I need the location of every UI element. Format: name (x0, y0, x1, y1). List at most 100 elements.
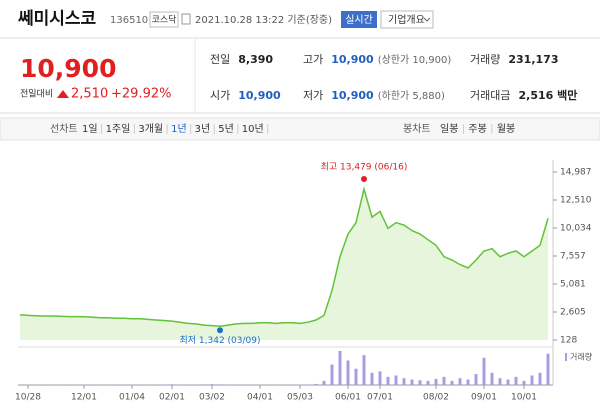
stat-label: 시가 (210, 89, 230, 102)
stat-label: 저가 (303, 89, 323, 102)
y-tick-label: 14,987 (560, 168, 592, 178)
price-line (19, 186, 549, 328)
low-marker (217, 327, 223, 334)
volume-bar (354, 368, 358, 385)
volume-bar (130, 384, 134, 385)
stat-value: 2,516 백만 (518, 88, 577, 102)
x-tick-label: 03/02 (199, 393, 225, 403)
company-button[interactable] (380, 10, 434, 29)
volume-bar (546, 353, 550, 385)
tab-label: 봉차트 (403, 123, 431, 135)
up-arrow (57, 90, 69, 98)
stat-label: 거래량 (470, 53, 500, 66)
stat-note: (상한가 10,900) (378, 54, 452, 66)
period-tab[interactable]: 1일 (82, 123, 98, 135)
candle-tab[interactable]: 월봉 (497, 123, 515, 135)
volume-bar (386, 376, 390, 385)
x-tick-label: 08/02 (423, 393, 449, 403)
y-tick-label: 2,605 (560, 307, 586, 317)
x-tick-label: 01/04 (119, 393, 145, 403)
tab-label: 선차트 (50, 123, 78, 135)
volume-bar (522, 380, 526, 385)
stat-value: 10,900 (238, 89, 281, 102)
stat-value: 8,390 (238, 53, 273, 66)
period-tab[interactable]: 1주일 (106, 123, 131, 135)
volume-bar (442, 376, 446, 385)
change: 2,510 (71, 87, 108, 102)
x-tick-label: 02/01 (159, 393, 185, 403)
change-pct: +29.92% (111, 87, 171, 102)
x-tick-label: 10/01 (511, 393, 537, 403)
volume-bar (410, 379, 414, 385)
x-tick-label: 04/01 (247, 393, 273, 403)
icon (181, 13, 191, 25)
period-tab[interactable]: 10년 (242, 123, 264, 135)
candle-tab[interactable]: 일봉 (440, 123, 458, 135)
market: 코스닥 (152, 15, 177, 26)
volume-bar (482, 357, 486, 385)
stock-name: 쎄미시스코 (18, 9, 97, 29)
stock-code: 136510 (110, 15, 148, 26)
volume-bar (322, 380, 326, 385)
volume-bar (538, 372, 542, 385)
volume-bar (346, 360, 350, 385)
volume-label: 거래량 (570, 352, 593, 362)
volume-bar (170, 384, 174, 385)
stat-label: 전일 (210, 52, 230, 66)
company-info[interactable]: 기업개요 (388, 13, 425, 26)
y-tick-label: 10,034 (560, 224, 592, 234)
high-label: 최고 13,479 (06/16) (321, 162, 408, 173)
stat-value: 10,900 (331, 89, 374, 102)
volume-bar (378, 371, 382, 385)
y-tick-label: 7,557 (560, 252, 586, 262)
x-tick-label: 07/01 (367, 393, 393, 403)
volume-bar (210, 384, 214, 385)
volume-bar (506, 379, 510, 385)
x-tick-label: 12/01 (71, 393, 97, 403)
volume-bar (530, 375, 534, 385)
datetime: 2021.10.28 13:22 기준(장중) (195, 14, 332, 26)
market-badge (149, 11, 179, 28)
x-tick-label: 05/03 (287, 393, 313, 403)
volume-legend-swatch (565, 353, 567, 361)
period-tab[interactable]: 1년 (171, 123, 187, 135)
x-tick-label: 10/28 (15, 393, 41, 403)
volume-bar (362, 355, 366, 385)
volume-bar (498, 378, 502, 385)
volume-bar (426, 380, 430, 385)
volume-bar (450, 380, 454, 385)
period-tab[interactable]: 5년 (218, 123, 234, 135)
change-label: 전일대비 (20, 89, 53, 100)
volume-bar (330, 364, 334, 385)
volume-bar (306, 384, 310, 385)
y-tick-label: 5,081 (560, 280, 586, 290)
realtime-button[interactable] (341, 11, 377, 28)
volume-bar (466, 379, 470, 385)
volume-bar (178, 384, 182, 385)
volume-bar (338, 351, 342, 385)
volume-bar (370, 372, 374, 385)
price-area (20, 189, 548, 340)
stat-value: 231,173 (508, 53, 558, 66)
y-tick-label: 12,510 (560, 196, 592, 206)
volume-bar (490, 372, 494, 385)
period-tab[interactable]: 3개월 (138, 123, 163, 135)
stat-label: 고가 (303, 53, 323, 66)
volume-bar (82, 384, 86, 385)
candle-tab[interactable]: 주봉 (468, 123, 486, 135)
volume-bar (394, 375, 398, 385)
volume-bar (202, 384, 206, 385)
period-tab[interactable]: 3년 (195, 123, 211, 135)
dropdown-arrow (423, 17, 431, 22)
volume-bar (458, 378, 462, 385)
volume-bar (226, 384, 230, 385)
y-tick-label: 128 (560, 336, 577, 346)
stat-label: 거래대금 (470, 89, 510, 102)
volume-bar (402, 378, 406, 385)
current-price: 10,900 (20, 54, 116, 83)
low-label: 최저 1,342 (03/09) (179, 335, 260, 346)
x-tick-label: 06/01 (335, 393, 361, 403)
high-marker (361, 176, 367, 183)
realtime[interactable]: 실시간 (345, 14, 373, 26)
